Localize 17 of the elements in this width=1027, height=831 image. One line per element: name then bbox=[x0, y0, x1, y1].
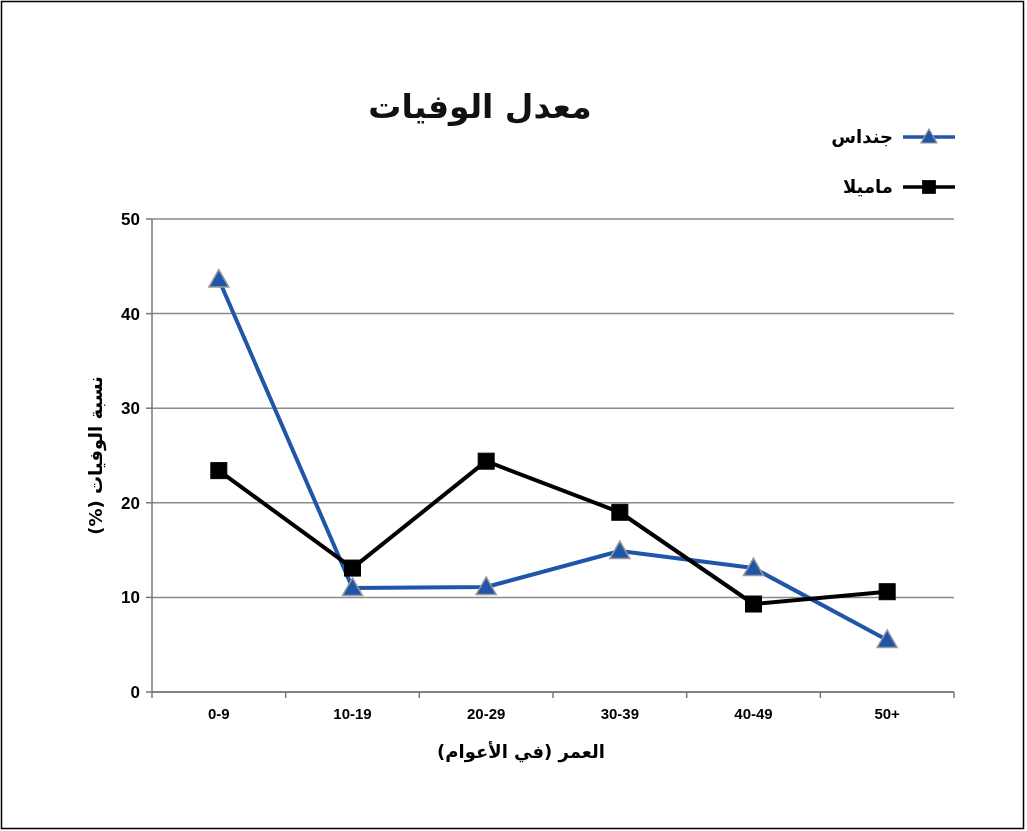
x-tick-label: 20-29 bbox=[467, 705, 506, 722]
y-tick-label: 0 bbox=[130, 683, 140, 702]
x-axis-title: العمر (في الأعوام) bbox=[437, 741, 605, 762]
legend-label: جنداس bbox=[831, 126, 893, 147]
y-tick-label: 20 bbox=[121, 493, 140, 513]
x-tick-label: 30-39 bbox=[600, 705, 639, 722]
x-tick-label: 40-49 bbox=[734, 705, 773, 722]
title: معدل الوفيات bbox=[368, 87, 592, 126]
y-tick-label: 10 bbox=[121, 588, 140, 608]
x-tick-label: 10-19 bbox=[333, 705, 372, 722]
y-tick-label: 50 bbox=[121, 210, 140, 229]
y-axis-title: نسبة الوفيات (%) bbox=[85, 376, 106, 535]
x-tick-label: 50+ bbox=[874, 705, 900, 722]
y-tick-label: 40 bbox=[121, 304, 140, 324]
legend-label: ماميلا bbox=[842, 176, 893, 197]
x-tick-label: 0-9 bbox=[208, 705, 230, 722]
y-tick-label: 30 bbox=[121, 399, 140, 419]
